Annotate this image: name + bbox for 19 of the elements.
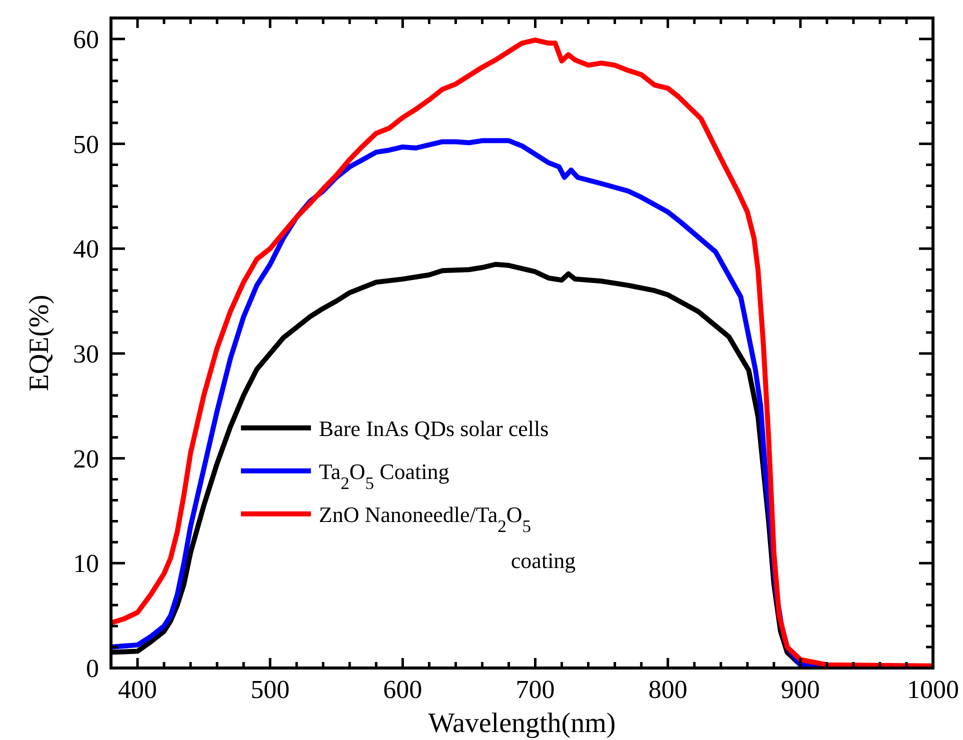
x-tick-label: 600 <box>383 675 422 704</box>
y-tick-label: 10 <box>73 549 99 578</box>
legend-label: Ta$_{2}$O$_{5}$ Coating <box>318 458 450 493</box>
y-tick-label: 50 <box>73 130 99 159</box>
x-tick-label: 1000 <box>907 675 959 704</box>
y-tick-label: 40 <box>73 234 99 264</box>
x-tick-label: 400 <box>118 675 158 704</box>
x-tick-label: 700 <box>516 675 555 704</box>
y-tick-label: 30 <box>73 339 99 368</box>
x-tick-label: 800 <box>648 675 688 704</box>
x-axis-title: Wavelength(nm) <box>428 708 616 739</box>
legend-label: Bare InAs QDs solar cells <box>318 416 549 441</box>
y-tick-label: 60 <box>73 24 99 54</box>
x-tick-label: 500 <box>250 675 290 704</box>
y-axis-title: EQE(%) <box>24 294 55 392</box>
y-tick-label: 20 <box>73 444 99 474</box>
y-tick-label: 0 <box>86 654 99 683</box>
x-tick-label: 900 <box>780 675 820 704</box>
legend-label: ZnO Nanoneedle/Ta$_{2}$O$_{5}$ coating <box>318 502 576 573</box>
